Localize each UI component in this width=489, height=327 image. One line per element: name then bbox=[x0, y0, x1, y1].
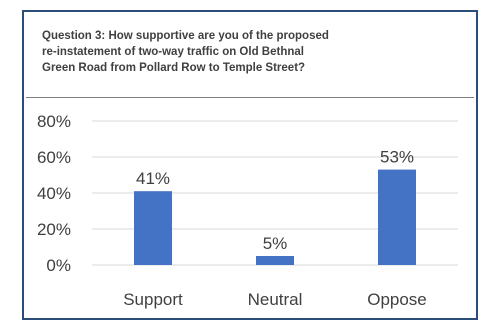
bar-neutral bbox=[256, 256, 294, 265]
x-category-label-neutral: Neutral bbox=[248, 290, 303, 309]
chart-title: Question 3: How supportive are you of th… bbox=[42, 28, 422, 76]
chart-title-line-2: re-instatement of two-way traffic on Old… bbox=[42, 46, 304, 58]
data-label-neutral: 5% bbox=[263, 234, 288, 253]
y-tick-label: 0% bbox=[46, 256, 71, 275]
y-tick-label: 40% bbox=[37, 184, 71, 203]
chart-title-line-1: Question 3: How supportive are you of th… bbox=[42, 30, 329, 42]
bar-support bbox=[134, 191, 172, 265]
title-divider bbox=[26, 97, 474, 98]
bar-oppose bbox=[378, 169, 416, 265]
y-tick-label: 60% bbox=[37, 148, 71, 167]
y-tick-label: 20% bbox=[37, 220, 71, 239]
bar-chart: 0% 20% 40% 60% 80% 41% Support 5% Neutral 53% Oppo… bbox=[37, 112, 458, 309]
data-label-support: 41% bbox=[136, 169, 170, 188]
data-label-oppose: 53% bbox=[380, 148, 414, 167]
chart-frame: Question 3: How supportive are you of th… bbox=[22, 10, 478, 320]
chart-title-line-3: Green Road from Pollard Row to Temple St… bbox=[42, 62, 306, 74]
y-tick-label: 80% bbox=[37, 112, 71, 131]
x-category-label-support: Support bbox=[123, 290, 183, 309]
x-category-label-oppose: Oppose bbox=[367, 290, 427, 309]
